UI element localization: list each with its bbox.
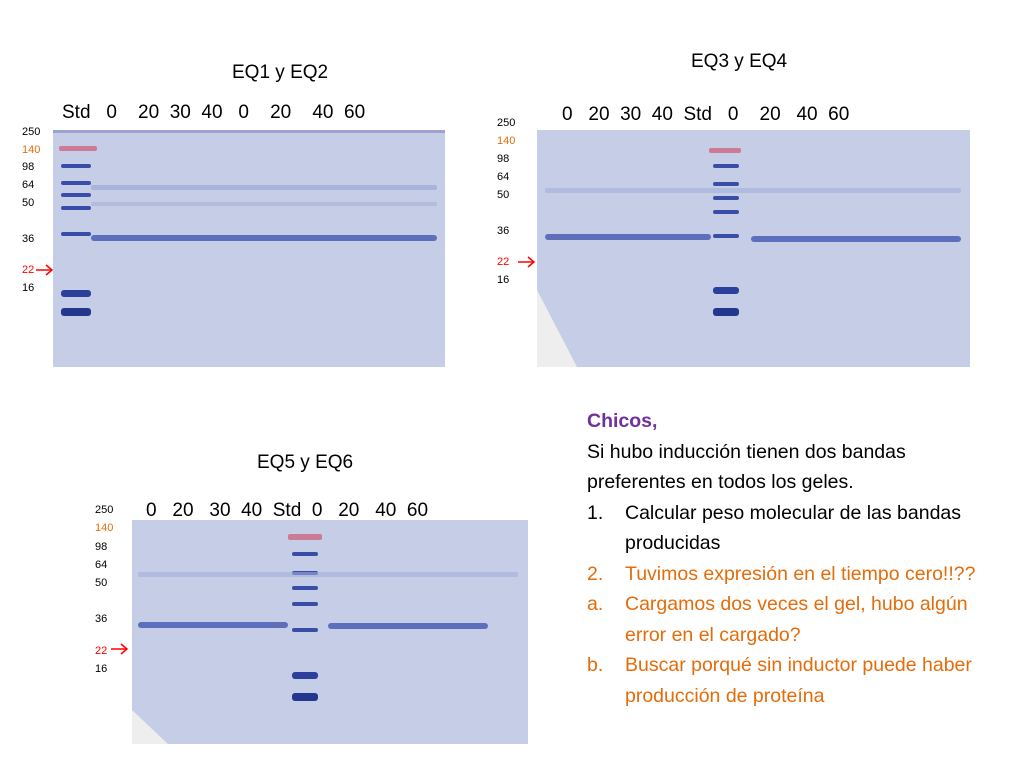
- gel-1-lane-labels: Std 0 20 30 40 0 20 40 60: [62, 102, 366, 123]
- notes-item-1: 1. Calcular peso molecular de las bandas…: [587, 498, 1007, 559]
- mw-64: 64: [497, 171, 510, 183]
- mw-98: 98: [22, 161, 35, 173]
- mw-98: 98: [497, 153, 510, 165]
- mw-50: 50: [22, 197, 35, 209]
- notes-item-a: a. Cargamos dos veces el gel, hubo algún…: [587, 589, 1007, 650]
- mw-140: 140: [22, 144, 41, 156]
- mw-250: 250: [22, 126, 41, 138]
- item-text: Tuvimos expresión en el tiempo cero!!??: [625, 562, 976, 585]
- mw-22: 22: [22, 264, 35, 276]
- gel-1-image: [53, 130, 445, 367]
- gel-2-lane-labels: 0 20 30 40 Std 0 20 40 60: [562, 104, 850, 125]
- gel-3-mw-markers: 250 140 98 64 50 36 22 16: [95, 505, 125, 675]
- item-marker: a.: [587, 593, 604, 615]
- notes-item-2: 2. Tuvimos expresión en el tiempo cero!!…: [587, 559, 1007, 590]
- marker-arrow-icon: [518, 256, 536, 268]
- gel-2-image: [537, 130, 970, 367]
- mw-140: 140: [497, 135, 516, 147]
- mw-250: 250: [95, 504, 114, 516]
- notes-block: Chicos, Si hubo inducción tienen dos ban…: [587, 406, 1007, 711]
- mw-22: 22: [95, 645, 108, 657]
- gel-3-image: [132, 520, 528, 744]
- mw-16: 16: [497, 274, 510, 286]
- notes-item-b: b. Buscar porqué sin inductor puede habe…: [587, 650, 1007, 711]
- mw-64: 64: [22, 179, 35, 191]
- gel-1-mw-markers: 250 140 98 64 50 36 22 16: [22, 127, 52, 297]
- mw-250: 250: [497, 117, 516, 129]
- mw-36: 36: [95, 613, 108, 625]
- item-marker: 2.: [587, 562, 604, 585]
- gel-3-title: EQ5 y EQ6: [257, 452, 354, 473]
- item-marker: 1.: [587, 501, 604, 524]
- notes-intro: Si hubo inducción tienen dos bandas pref…: [587, 440, 906, 494]
- item-text: Buscar porqué sin inductor puede haber p…: [625, 654, 972, 707]
- gel-2-mw-markers: 250 140 98 64 50 36 22 16: [497, 118, 527, 288]
- mw-50: 50: [95, 577, 108, 589]
- mw-140: 140: [95, 522, 114, 534]
- mw-98: 98: [95, 541, 108, 553]
- mw-36: 36: [497, 225, 510, 237]
- mw-16: 16: [22, 282, 35, 294]
- gel-1-title: EQ1 y EQ2: [232, 62, 329, 83]
- gel-2-title: EQ3 y EQ4: [691, 51, 788, 72]
- item-text: Calcular peso molecular de las bandas pr…: [625, 501, 962, 555]
- mw-22: 22: [497, 256, 510, 268]
- marker-arrow-icon: [111, 643, 129, 655]
- mw-64: 64: [95, 559, 108, 571]
- item-text: Cargamos dos veces el gel, hubo algún er…: [625, 593, 968, 646]
- item-marker: b.: [587, 654, 604, 676]
- mw-36: 36: [22, 233, 35, 245]
- mw-50: 50: [497, 189, 510, 201]
- marker-arrow-icon: [36, 264, 54, 276]
- gel-3-lane-labels: 0 20 30 40 Std 0 20 40 60: [146, 500, 429, 521]
- notes-heading: Chicos,: [587, 410, 658, 432]
- mw-16: 16: [95, 663, 108, 675]
